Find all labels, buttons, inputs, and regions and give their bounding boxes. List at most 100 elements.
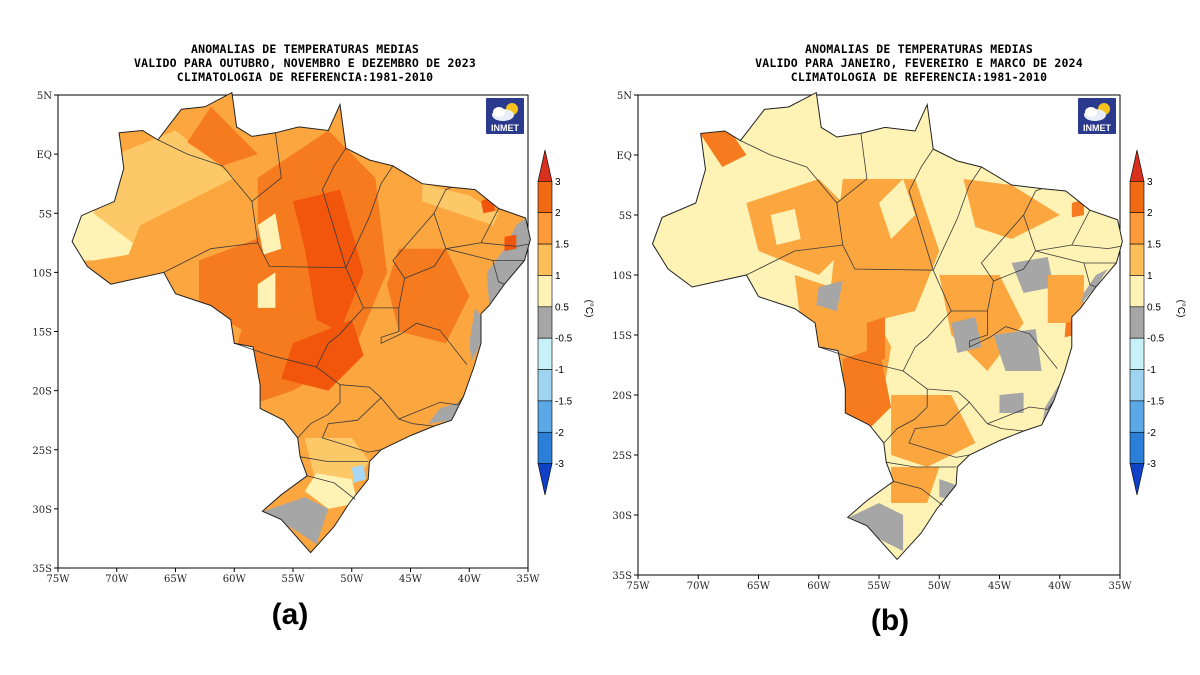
anomaly-region	[187, 106, 258, 166]
colorbar-segment	[1129, 463, 1145, 496]
colorbar-label: 1	[555, 271, 561, 282]
lat-tick-label: 10S	[32, 268, 52, 279]
anomaly-region	[351, 465, 366, 483]
lon-tick-label: 75W	[46, 574, 70, 585]
title-line-2: VALIDO PARA OUTUBRO, NOVEMBRO E DEZEMBRO…	[134, 56, 476, 70]
lon-tick-label: 55W	[867, 581, 891, 592]
lon-tick-label: 35W	[516, 574, 540, 585]
anomaly-region	[1011, 257, 1054, 293]
anomaly-field	[652, 92, 1123, 560]
colorbar-label: 1	[1147, 271, 1153, 282]
lon-tick-label: 40W	[1048, 581, 1072, 592]
panel-a: ANOMALIAS DE TEMPERATURAS MEDIAS VALIDO …	[32, 42, 594, 631]
state-borders	[157, 132, 530, 500]
lat-tick-label: 20S	[612, 391, 632, 402]
anomaly-region	[257, 213, 282, 255]
colorbar-label: -1.5	[1147, 396, 1165, 407]
colorbar-segment	[537, 275, 553, 308]
colorbar-segment	[537, 369, 553, 402]
colorbar-label: -0.5	[1147, 334, 1165, 345]
anomaly-region	[891, 395, 976, 467]
anomaly-region	[993, 329, 1042, 371]
anomaly-region	[1071, 199, 1084, 218]
colorbar-segment	[1129, 369, 1145, 402]
anomaly-region	[428, 402, 460, 424]
lon-tick-label: 55W	[281, 574, 305, 585]
colorbar-label: 0.5	[555, 302, 569, 313]
lon-tick-label: 40W	[458, 574, 482, 585]
anomaly-region	[293, 189, 364, 332]
lat-tick-label: 10S	[612, 271, 632, 282]
lon-tick-label: 65W	[164, 574, 188, 585]
lon-tick-label: 70W	[105, 574, 129, 585]
colorbar-label: -3	[1147, 459, 1156, 470]
colorbar-label: 1.5	[555, 240, 569, 251]
lat-tick-label: 35S	[612, 571, 632, 582]
lon-tick-label: 65W	[747, 581, 771, 592]
lat-tick-label: 5S	[619, 211, 632, 222]
lon-tick-label: 75W	[626, 581, 650, 592]
lon-tick-label: 50W	[340, 574, 364, 585]
map-title: ANOMALIAS DE TEMPERATURAS MEDIAS VALIDO …	[100, 42, 510, 84]
anomaly-region	[469, 307, 484, 362]
colorbar-label: -0.5	[555, 334, 573, 345]
anomaly-region	[866, 317, 885, 365]
colorbar-segment	[1129, 431, 1145, 464]
colorbar-segment	[537, 306, 553, 339]
colorbar-segment	[1129, 149, 1145, 182]
anomaly-region	[1047, 275, 1084, 323]
inmet-logo-text: INMET	[1083, 123, 1112, 133]
anomaly-region	[848, 503, 904, 551]
colorbar: 3 2 1.5 1 0.5 -0.5 -1 -1.5 -2 -3 (°C)	[537, 149, 594, 496]
colorbar-segment	[537, 149, 553, 182]
anomaly-region	[891, 467, 940, 503]
colorbar-segment	[537, 212, 553, 245]
colorbar-segment	[537, 243, 553, 276]
colorbar-segment	[1129, 275, 1145, 308]
lon-tick-label: 45W	[988, 581, 1012, 592]
country-border	[71, 91, 531, 554]
colorbar-segment	[1129, 243, 1145, 276]
colorbar-label: 2	[555, 208, 561, 219]
anomaly-region	[999, 392, 1024, 413]
title-line-1: ANOMALIAS DE TEMPERATURAS MEDIAS	[191, 42, 419, 56]
colorbar-segment	[537, 431, 553, 464]
colorbar-label: 1.5	[1147, 240, 1161, 251]
country-border	[651, 91, 1123, 561]
lat-tick-label: 5N	[617, 91, 632, 102]
colorbar-label: -2	[1147, 428, 1156, 439]
colorbar-label: -2	[555, 428, 564, 439]
lat-tick-label: 30S	[612, 511, 632, 522]
colorbar-label: 3	[555, 177, 561, 188]
inmet-logo: INMET	[1078, 98, 1116, 134]
anomaly-region	[879, 179, 916, 239]
lat-tick-label: 30S	[32, 505, 52, 516]
lon-tick-label: 45W	[399, 574, 423, 585]
map-title: ANOMALIAS DE TEMPERATURAS MEDIAS VALIDO …	[714, 42, 1124, 84]
colorbar-segment	[1129, 212, 1145, 245]
lat-tick-label: 35S	[32, 564, 52, 575]
title-line-1: ANOMALIAS DE TEMPERATURAS MEDIAS	[805, 42, 1033, 56]
anomaly-region	[263, 497, 329, 545]
lat-tick-label: 25S	[612, 451, 632, 462]
anomaly-region	[422, 183, 499, 226]
colorbar-unit: (°C)	[583, 300, 594, 318]
lon-tick-label: 50W	[928, 581, 952, 592]
anomaly-region	[816, 281, 843, 311]
lat-tick-label: EQ	[37, 150, 53, 161]
anomaly-region	[387, 248, 470, 344]
colorbar-unit: (°C)	[1175, 300, 1186, 318]
lat-tick-label: 5S	[39, 209, 52, 220]
anomaly-region	[257, 272, 276, 308]
title-line-3: CLIMATOLOGIA DE REFERENCIA:1981-2010	[176, 70, 434, 84]
inmet-logo: INMET	[486, 98, 524, 134]
lat-tick-label: 15S	[32, 328, 52, 339]
state-borders	[740, 133, 1122, 506]
anomaly-region	[963, 179, 1060, 239]
panel-label-b: (b)	[870, 604, 910, 637]
lat-tick-label: EQ	[617, 151, 633, 162]
inmet-logo-text: INMET	[491, 123, 520, 133]
anomaly-region	[304, 473, 358, 509]
